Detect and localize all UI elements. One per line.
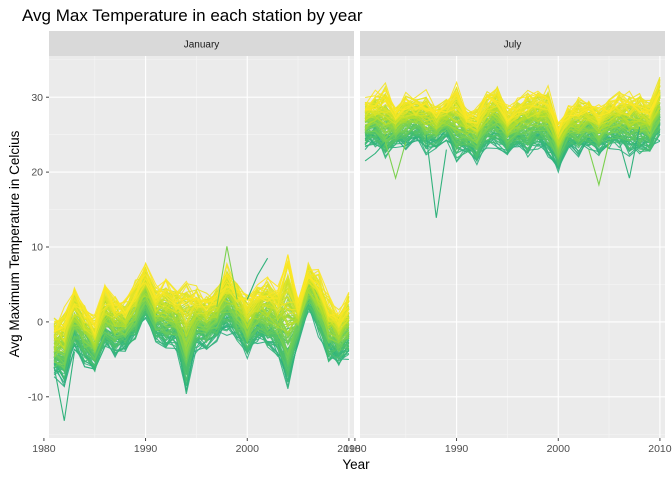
x-tick-label: 2010 [337,443,361,455]
station-line [364,80,661,133]
station-line-outlier [384,141,407,181]
y-tick-label: 30 [31,92,43,104]
chart-title: Avg Max Temperature in each station by y… [22,6,363,25]
station-line [365,80,661,132]
station-line-outlier [364,141,386,162]
y-tick-label: 10 [31,242,43,254]
x-tick-label: 2010 [648,443,672,455]
x-tick-label: 1990 [134,443,158,455]
station-line-outlier [246,257,269,300]
y-tick-label: -10 [28,391,43,403]
x-tick-label: 1990 [445,443,469,455]
station-line [53,254,350,333]
station-line [364,84,661,126]
station-line-outlier [425,134,447,218]
x-tick-label: 2000 [547,443,571,455]
station-line [364,119,661,155]
station-line-outlier [618,127,641,179]
facet-strip-january [49,31,354,56]
y-tick-label: 20 [31,167,43,179]
x-tick-label: 1980 [32,443,56,455]
station-line [364,89,661,124]
y-tick-label: 0 [37,317,43,329]
facet-strip-label: January [184,40,220,51]
x-tick-label: 1980 [343,443,367,455]
station-line-outlier [216,246,238,307]
station-line-outlier [53,351,75,421]
facet-strip-july [360,31,665,56]
y-axis-title: Avg Maximum Temperature in Celcius [7,130,22,357]
facet-strip-label: July [504,40,522,51]
station-lines [53,246,350,421]
station-lines [364,76,661,218]
x-tick-label: 2000 [236,443,260,455]
x-axis-title: Year [342,457,370,472]
station-line [53,259,350,333]
station-line-outlier [588,141,610,187]
